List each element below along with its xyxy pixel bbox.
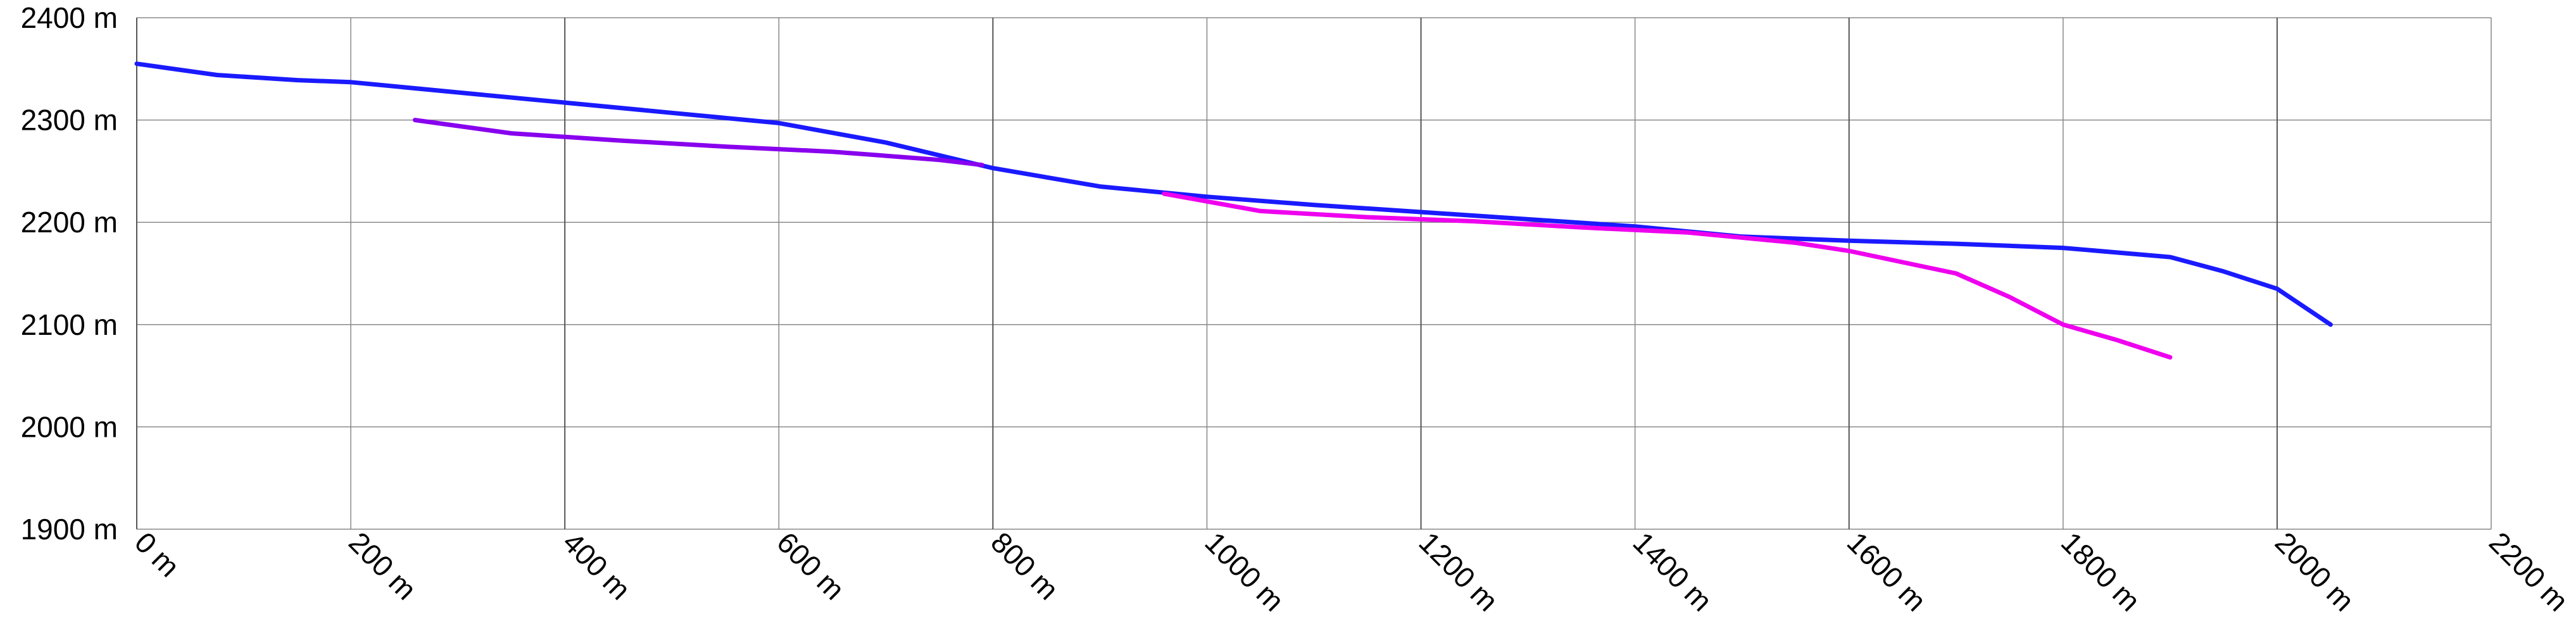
y-axis-ticks: 1900 m 2000 m 2100 m 2200 m 2300 m 2400 m <box>21 1 118 546</box>
y-tick-label: 2000 m <box>21 410 118 443</box>
y-tick-label: 2300 m <box>21 104 118 137</box>
x-tick-label: 400 m <box>556 525 637 606</box>
x-tick-label: 1200 m <box>1412 525 1504 617</box>
series-line-1 <box>134 61 2333 327</box>
x-tick-label: 0 m <box>129 525 186 583</box>
x-tick-label: 2200 m <box>2483 525 2575 617</box>
x-tick-label: 800 m <box>984 525 1065 606</box>
x-tick-label: 200 m <box>342 525 423 606</box>
series-line-3 <box>1162 191 2173 360</box>
series-line-2 <box>413 118 984 168</box>
y-tick-label: 2200 m <box>21 206 118 239</box>
y-tick-label: 1900 m <box>21 513 118 546</box>
x-tick-label: 2000 m <box>2269 525 2361 617</box>
grid-lines <box>136 17 2492 530</box>
x-tick-label: 1600 m <box>1841 525 1933 617</box>
x-tick-label: 1400 m <box>1627 525 1719 617</box>
x-tick-label: 1000 m <box>1198 525 1290 617</box>
y-tick-label: 2400 m <box>21 1 118 34</box>
series-lines <box>134 61 2333 360</box>
x-axis-ticks: 0 m 200 m 400 m 600 m 800 m 1000 m 1200 m 1400 … <box>129 525 2575 617</box>
y-tick-label: 2100 m <box>21 308 118 341</box>
x-tick-label: 600 m <box>770 525 851 606</box>
x-tick-label: 1800 m <box>2055 525 2147 617</box>
